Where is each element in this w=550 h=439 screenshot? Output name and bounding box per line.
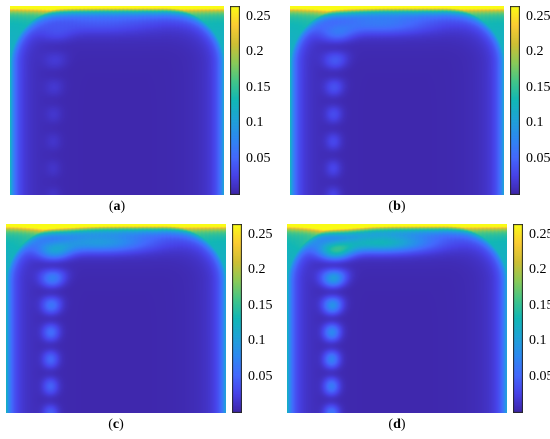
colorbar-tick-label: 0.25 bbox=[529, 226, 550, 242]
colorbar-tick-label: 0.25 bbox=[248, 226, 273, 242]
colorbar-tick-label: 0.15 bbox=[529, 297, 550, 313]
colorbar-tick-label: 0.05 bbox=[248, 368, 273, 384]
panel-caption: (a) bbox=[108, 199, 126, 214]
colorbar-tick-label: 0.1 bbox=[529, 333, 547, 349]
colorbar-tick-label: 0.2 bbox=[529, 262, 547, 278]
colorbar-tick-label: 0.2 bbox=[248, 262, 266, 278]
colorbar-tick-label: 0.2 bbox=[246, 44, 264, 60]
colorbar-tick-label: 0.2 bbox=[526, 44, 544, 60]
colorbar bbox=[230, 6, 240, 195]
colorbar-tick-label: 0.15 bbox=[246, 79, 271, 95]
colorbar bbox=[513, 224, 523, 413]
colorbar bbox=[232, 224, 242, 413]
colorbar-tick-label: 0.1 bbox=[248, 333, 266, 349]
heatmap-image bbox=[290, 6, 504, 195]
colorbar-tick-label: 0.25 bbox=[526, 8, 550, 24]
panel-caption: (d) bbox=[388, 417, 406, 432]
colorbar-tick-label: 0.1 bbox=[526, 115, 544, 131]
heatmap-image bbox=[287, 224, 507, 413]
colorbar-tick-label: 0.15 bbox=[248, 297, 273, 313]
colorbar-tick-label: 0.05 bbox=[529, 368, 550, 384]
heatmap-image bbox=[10, 6, 224, 195]
colorbar-tick-label: 0.25 bbox=[246, 8, 271, 24]
colorbar-tick-label: 0.05 bbox=[246, 150, 271, 166]
panel-caption: (b) bbox=[388, 199, 406, 214]
colorbar-tick-label: 0.05 bbox=[526, 150, 550, 166]
colorbar-tick-label: 0.15 bbox=[526, 79, 550, 95]
colorbar-tick-label: 0.1 bbox=[246, 115, 264, 131]
panel-caption: (c) bbox=[108, 417, 124, 432]
heatmap-image bbox=[6, 224, 226, 413]
colorbar bbox=[510, 6, 520, 195]
